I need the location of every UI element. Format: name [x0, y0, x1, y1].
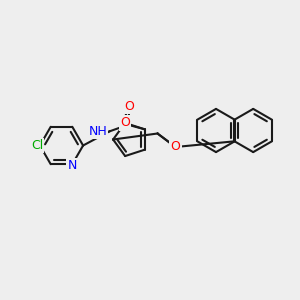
Text: O: O — [171, 140, 180, 154]
Text: N: N — [68, 159, 77, 172]
Text: NH: NH — [88, 125, 107, 138]
Text: Cl: Cl — [31, 139, 43, 152]
Text: O: O — [124, 100, 134, 113]
Text: O: O — [120, 116, 130, 130]
